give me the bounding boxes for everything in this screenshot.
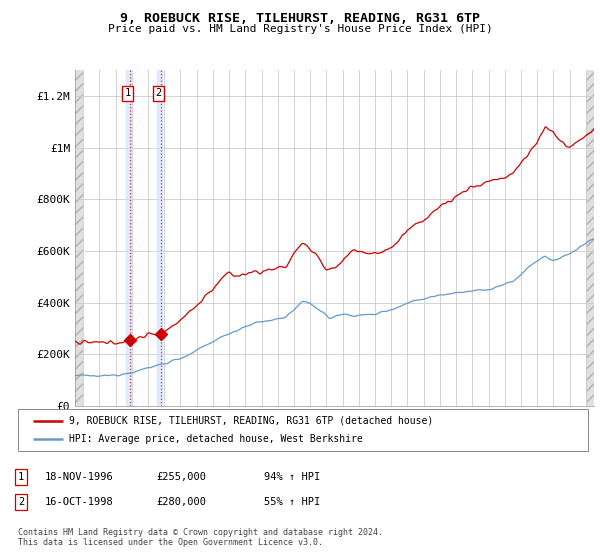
Text: £280,000: £280,000 bbox=[156, 497, 206, 507]
Bar bbox=[126, 70, 131, 406]
Bar bbox=[157, 70, 163, 406]
Text: Price paid vs. HM Land Registry's House Price Index (HPI): Price paid vs. HM Land Registry's House … bbox=[107, 24, 493, 34]
Text: 94% ↑ HPI: 94% ↑ HPI bbox=[264, 472, 320, 482]
Text: 9, ROEBUCK RISE, TILEHURST, READING, RG31 6TP: 9, ROEBUCK RISE, TILEHURST, READING, RG3… bbox=[120, 12, 480, 25]
Text: 55% ↑ HPI: 55% ↑ HPI bbox=[264, 497, 320, 507]
Text: 1: 1 bbox=[18, 472, 24, 482]
Text: 9, ROEBUCK RISE, TILEHURST, READING, RG31 6TP (detached house): 9, ROEBUCK RISE, TILEHURST, READING, RG3… bbox=[69, 416, 433, 426]
Bar bbox=[75, 70, 83, 406]
Text: Contains HM Land Registry data © Crown copyright and database right 2024.
This d: Contains HM Land Registry data © Crown c… bbox=[18, 528, 383, 547]
Text: 16-OCT-1998: 16-OCT-1998 bbox=[45, 497, 114, 507]
Text: HPI: Average price, detached house, West Berkshire: HPI: Average price, detached house, West… bbox=[69, 434, 363, 444]
Text: 18-NOV-1996: 18-NOV-1996 bbox=[45, 472, 114, 482]
Bar bbox=[586, 70, 594, 406]
Text: 1: 1 bbox=[124, 88, 131, 98]
Text: 2: 2 bbox=[18, 497, 24, 507]
Text: 2: 2 bbox=[155, 88, 161, 98]
Text: £255,000: £255,000 bbox=[156, 472, 206, 482]
